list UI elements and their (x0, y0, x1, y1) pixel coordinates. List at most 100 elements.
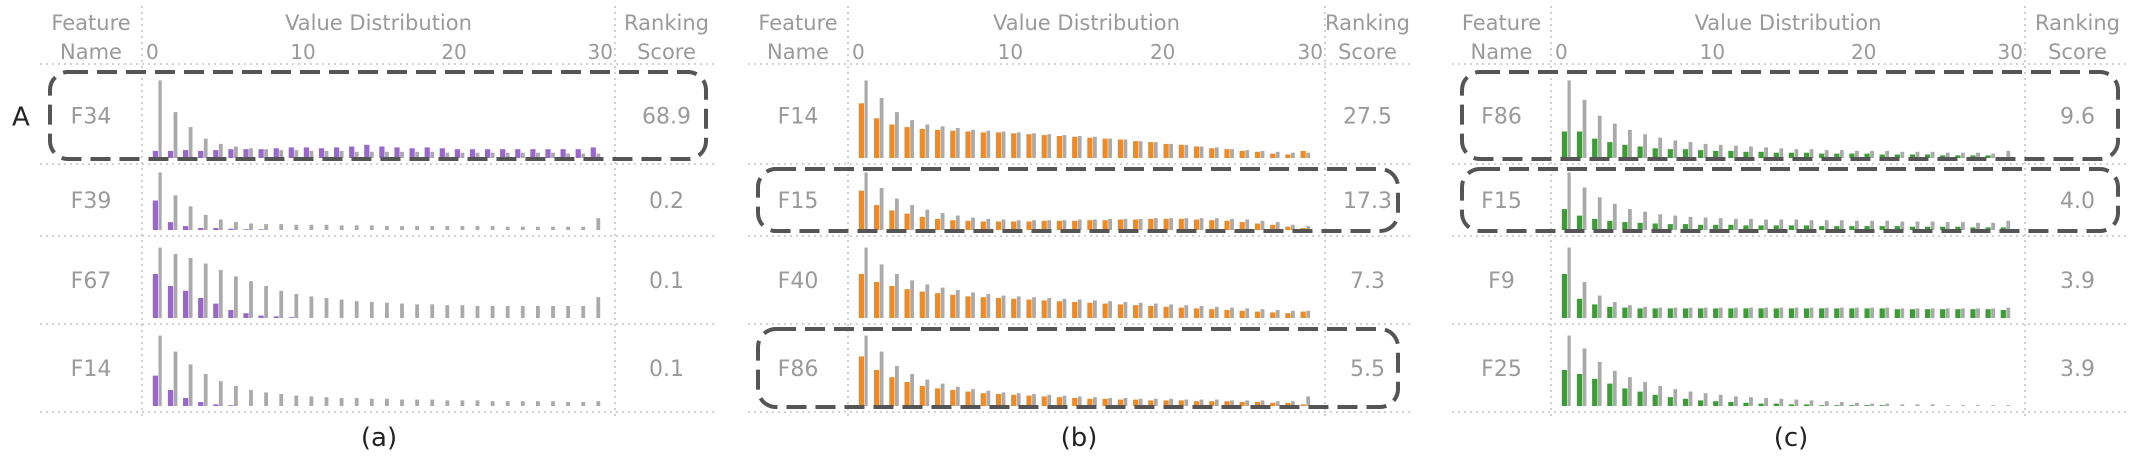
gray-bar (188, 206, 193, 230)
gray-bar (1855, 307, 1859, 318)
gray-bar (1597, 197, 1602, 230)
gray-bar (581, 402, 586, 406)
gray-bar (369, 302, 374, 318)
highlight-bar (1026, 395, 1032, 406)
highlight-bar (980, 221, 986, 230)
x-tick-label: 20 (1150, 40, 1175, 64)
gray-bar (294, 395, 299, 406)
gray-bar (2006, 405, 2011, 406)
gray-bar (910, 205, 914, 230)
gray-bar (1275, 310, 1280, 318)
gray-bar (505, 152, 510, 158)
gray-bar (2006, 150, 2011, 158)
highlight-bar (919, 128, 925, 158)
highlight-bar (1713, 224, 1719, 230)
gray-bar (249, 281, 253, 318)
highlight-bar (904, 382, 910, 406)
highlight-bar (1955, 309, 1961, 318)
gray-bar (173, 254, 178, 318)
highlight-bar (1300, 404, 1306, 406)
highlight-bar (1879, 154, 1885, 158)
highlight-bar (258, 149, 264, 158)
feature-row-f25: F25 3.9 (1481, 335, 2095, 406)
gray-bar (1688, 142, 1693, 158)
gray-bar (1839, 150, 1844, 158)
gray-bar (1108, 138, 1112, 158)
gray-bar (354, 398, 359, 406)
gray-bar (385, 226, 389, 230)
gray-bar (445, 152, 450, 158)
highlight-bar (1970, 309, 1976, 318)
gray-bar (1855, 150, 1859, 158)
highlight-bar (874, 205, 880, 230)
highlight-bar (1849, 405, 1855, 406)
feature-row-f15: F15 4.0 (1460, 167, 2120, 233)
gray-bar (1658, 386, 1663, 406)
gray-bar (895, 112, 899, 158)
highlight-bar (152, 150, 158, 158)
highlight-bar (1773, 308, 1779, 318)
highlight-bar (424, 147, 430, 158)
gray-bar (1214, 147, 1219, 158)
ranking-score: 0.2 (649, 189, 684, 214)
highlight-bar (1879, 226, 1885, 230)
gray-bar (1582, 187, 1587, 230)
gray-bar (354, 301, 359, 318)
gray-bar (1062, 135, 1067, 158)
gray-bar (1169, 398, 1173, 406)
highlight-bar (1133, 219, 1139, 230)
gray-bar (566, 306, 570, 318)
gray-bar (1047, 394, 1052, 406)
highlight-bar (183, 398, 189, 406)
gray-bar (1275, 401, 1280, 406)
gray-bar (1582, 99, 1587, 158)
highlight-bar (1758, 403, 1764, 406)
gray-bar (581, 226, 586, 230)
highlight-bar (1667, 224, 1673, 230)
gray-bar (551, 306, 555, 318)
highlight-bar (530, 149, 536, 158)
gray-bar (279, 290, 284, 318)
highlight-bar (228, 228, 234, 230)
gray-bar (218, 143, 223, 158)
gray-bar (369, 151, 374, 158)
gray-bar (955, 290, 960, 318)
gray-bar (1945, 308, 1950, 318)
x-tick-label: 20 (1851, 40, 1876, 64)
highlight-bar (1102, 303, 1108, 318)
highlight-bar (258, 229, 264, 230)
gray-bar (1001, 131, 1006, 158)
gray-bar (1779, 398, 1784, 406)
highlight-bar (349, 146, 355, 158)
highlight-bar (198, 298, 204, 318)
highlight-bar (1940, 155, 1946, 158)
highlight-bar (1622, 222, 1628, 230)
gray-bar (1032, 394, 1036, 406)
feature-name-header: Name (1471, 40, 1533, 64)
highlight-bar (935, 293, 941, 318)
highlight-bar (1940, 309, 1946, 318)
gray-bar (430, 304, 435, 318)
gray-bar (986, 390, 991, 406)
gray-bar (294, 150, 299, 158)
highlight-bar (1254, 402, 1261, 406)
gray-bar (1870, 307, 1874, 318)
gray-bar (1718, 218, 1723, 230)
gray-bar (1885, 403, 1890, 406)
gray-bar (955, 215, 960, 230)
gray-bar (1976, 222, 1980, 230)
highlight-bar (454, 149, 460, 158)
highlight-bar (379, 146, 385, 158)
feature-name: F67 (71, 269, 112, 294)
gray-bar (369, 225, 374, 230)
gray-bar (895, 198, 899, 230)
highlight-bar (1224, 220, 1230, 230)
highlight-bar (1117, 139, 1123, 158)
highlight-bar (1879, 308, 1885, 318)
gray-bar (475, 306, 480, 318)
highlight-bar (1102, 138, 1108, 158)
feature-row-f34: F34 68.9 A (12, 70, 708, 161)
highlight-bar (980, 297, 986, 318)
highlight-bar (1713, 150, 1719, 158)
highlight-bar (1041, 396, 1047, 406)
